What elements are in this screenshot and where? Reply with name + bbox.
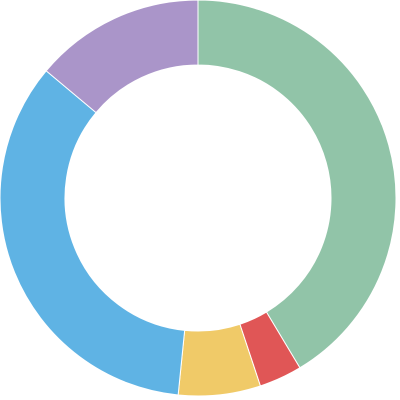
- donut-segment: [45, 0, 199, 114]
- donut-segment: [0, 70, 186, 396]
- donut-segment: [197, 0, 397, 369]
